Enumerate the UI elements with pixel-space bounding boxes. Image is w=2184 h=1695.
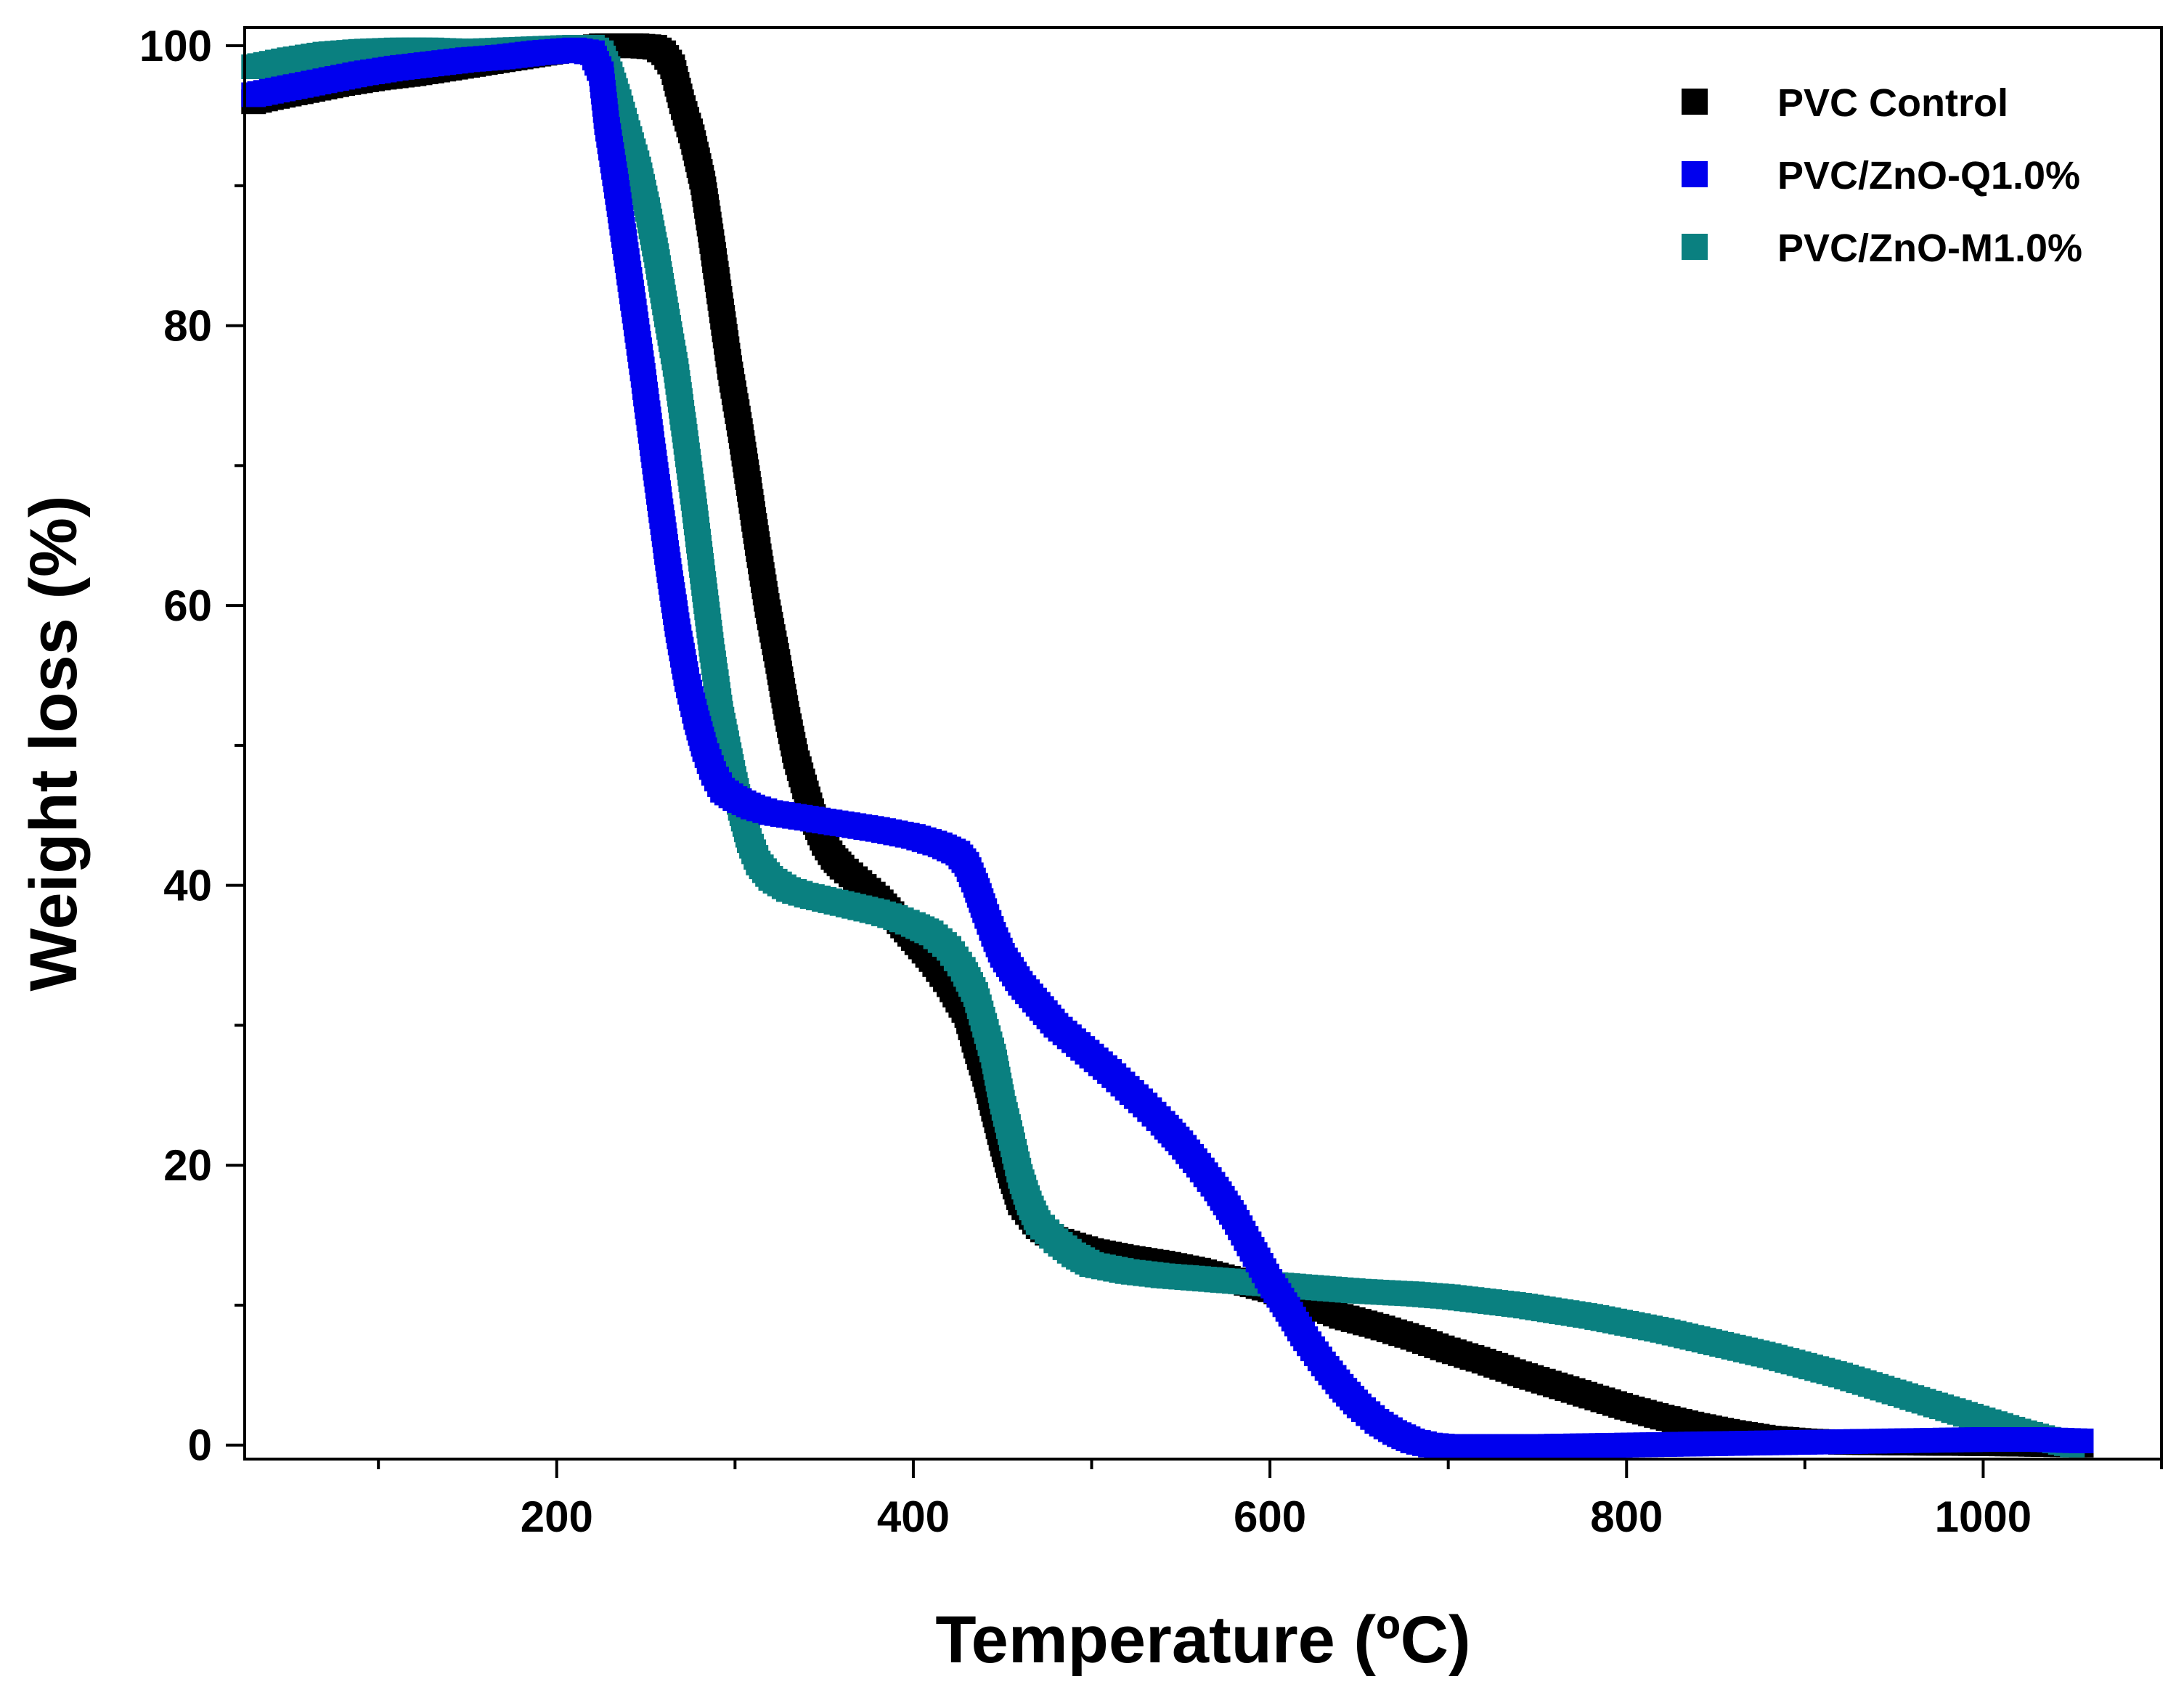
- legend-swatch: [1682, 161, 1708, 187]
- legend-swatch: [1682, 89, 1708, 115]
- x-tick-label: 1000: [1935, 1492, 2032, 1541]
- legend-label: PVC/ZnO-M1.0%: [1777, 226, 2082, 270]
- tick-labels: 200 400 600 800 1000 0 20 40 60 80 100: [139, 22, 2032, 1541]
- y-tick-label: 0: [188, 1421, 212, 1470]
- y-tick-label: 80: [163, 302, 212, 351]
- legend-swatch: [1682, 234, 1708, 260]
- series-1: [241, 37, 2094, 1459]
- x-tick-label: 800: [1590, 1492, 1663, 1541]
- legend-label: PVC Control: [1777, 81, 2008, 125]
- x-axis-title: Temperature (ºC): [935, 1603, 1470, 1677]
- data-point: [2069, 1428, 2094, 1453]
- data-points: [241, 33, 2094, 1459]
- legend: PVC Control PVC/ZnO-Q1.0% PVC/ZnO-M1.0%: [1682, 81, 2082, 270]
- x-tick-label: 400: [877, 1492, 950, 1541]
- y-tick-label: 40: [163, 862, 212, 910]
- legend-label: PVC/ZnO-Q1.0%: [1777, 154, 2080, 197]
- x-tick-label: 200: [521, 1492, 593, 1541]
- y-tick-label: 20: [163, 1141, 212, 1190]
- y-axis-title: Weight loss (%): [17, 495, 91, 991]
- axis-ticks: [226, 44, 2163, 1478]
- x-tick-label: 600: [1234, 1492, 1306, 1541]
- plot-frame: [243, 26, 2163, 1461]
- y-tick-label: 60: [163, 581, 212, 630]
- y-tick-label: 100: [139, 22, 212, 70]
